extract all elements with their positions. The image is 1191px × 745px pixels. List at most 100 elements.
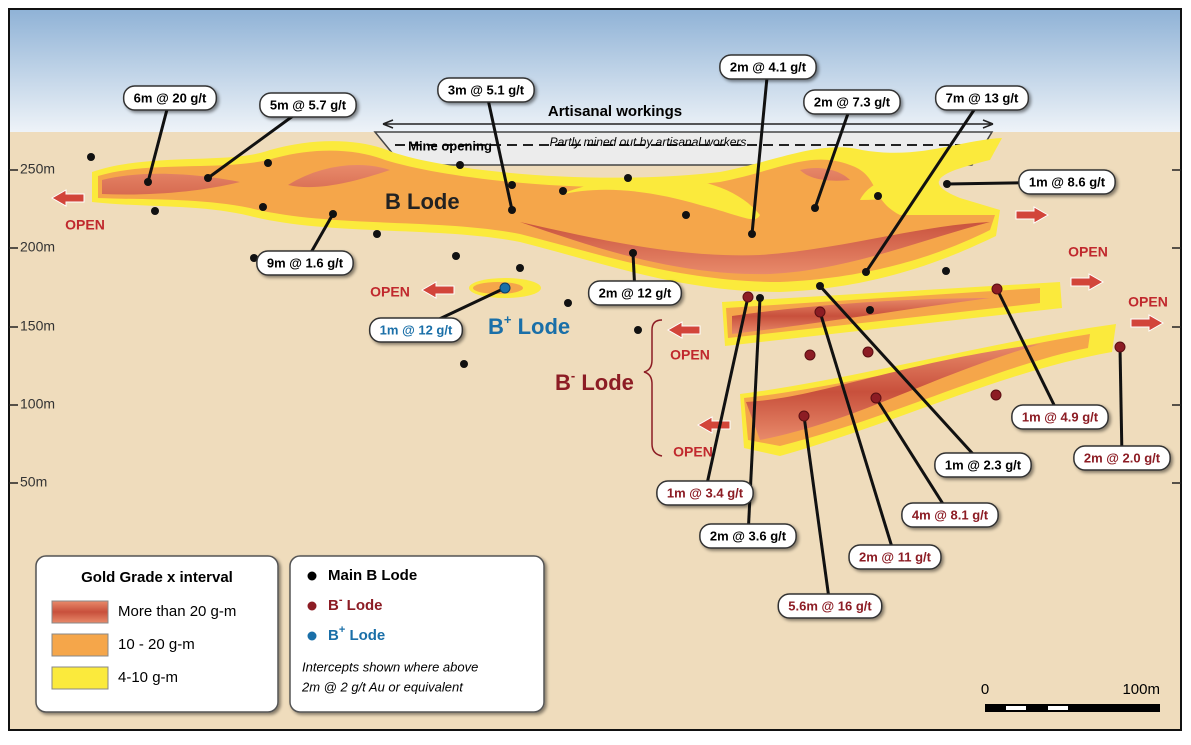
callout: 5m @ 5.7 g/t [260,93,356,117]
legend-swatch [52,601,108,623]
legend-swatch [52,634,108,656]
intercept-dot [682,211,690,219]
callout-label: 6m @ 20 g/t [134,90,207,105]
intercept-dot [373,230,381,238]
intercept-dot [564,299,572,307]
intercept-dot [264,159,272,167]
callout: 2m @ 4.1 g/t [720,55,816,79]
page: { "depth_labels": ["250m", "200m", "150m… [0,0,1191,745]
intercept-dot [500,283,510,293]
callout-label: 2m @ 7.3 g/t [814,94,891,109]
callout: 2m @ 12 g/t [589,281,682,305]
intercept-dot [874,192,882,200]
scale-label: 0 [981,681,989,698]
callout-label: 2m @ 4.1 g/t [730,59,807,74]
callout: 1m @ 4.9 g/t [1012,405,1108,429]
text-part: B [328,627,339,644]
intercept-dot [456,161,464,169]
annotation: Mine opening [408,138,492,153]
open-label: OPEN [673,444,713,460]
text-part: B [488,314,504,339]
legend-swatch [52,667,108,689]
callout-label: 2m @ 12 g/t [599,285,672,300]
section: Artisanal workings Mine opening Partly m… [0,0,1191,740]
legend-label: 10 - 20 g-m [118,636,195,653]
open-label: OPEN [1128,294,1168,310]
callout: 1m @ 12 g/t [370,318,463,342]
callout: 7m @ 13 g/t [936,86,1029,110]
callout-label: 1m @ 12 g/t [380,322,453,337]
intercept-dot [629,249,637,257]
annotation: Artisanal workings [548,103,682,120]
callout-label: 2m @ 2.0 g/t [1084,450,1161,465]
depth-label: 150m [20,318,55,334]
intercept-dot [743,292,753,302]
intercept-dot [943,180,951,188]
intercept-dot [748,230,756,238]
callout-label: 1m @ 8.6 g/t [1029,174,1106,189]
legend-label: B+ Lode [328,624,385,644]
text-part: Lode [343,597,383,614]
callout: 2m @ 11 g/t [849,545,941,569]
scale-bar [1006,706,1026,710]
intercept-dot [862,268,870,276]
callout-label: 7m @ 13 g/t [946,90,1019,105]
callout: 3m @ 5.1 g/t [438,78,534,102]
text-part: Main B Lode [328,567,417,584]
open-label: OPEN [65,217,105,233]
intercept-dot [460,360,468,368]
annotation: Partly mined out by artisanal workers [550,135,747,149]
intercept-dot [811,204,819,212]
intercept-dot [991,390,1001,400]
lode-label: B+ Lode [488,312,570,339]
depth-label: 200m [20,239,55,255]
open-label: OPEN [370,284,410,300]
intercept-dot [204,174,212,182]
pointer [1120,347,1122,458]
depth-label: 50m [20,474,47,490]
legend-label: B- Lode [328,594,383,614]
intercept-dot [992,284,1002,294]
intercept-dot [508,206,516,214]
intercept-dot [144,178,152,186]
open-label: OPEN [1068,244,1108,260]
legend-title: Gold Grade x interval [81,569,233,586]
callout-label: 9m @ 1.6 g/t [267,255,344,270]
legend-label: More than 20 g-m [118,603,236,620]
callout: 9m @ 1.6 g/t [257,251,353,275]
intercept-dot [871,393,881,403]
intercept-dot [866,306,874,314]
callout-label: 2m @ 11 g/t [859,549,932,564]
legend-dot [308,632,317,641]
intercept-dot [634,326,642,334]
legend-label: Main B Lode [328,567,417,584]
text-part: B [555,370,571,395]
intercept-dot [508,181,516,189]
callout-label: 2m @ 3.6 g/t [710,528,787,543]
intercept-dot [516,264,524,272]
intercept-dot [816,282,824,290]
text-part: B [328,597,339,614]
intercept-dot [942,267,950,275]
intercept-dot [259,203,267,211]
intercept-dot [815,307,825,317]
intercept-dot [87,153,95,161]
legend-label: 4-10 g-m [118,669,178,686]
intercept-dot [799,411,809,421]
depth-label: 100m [20,396,55,412]
callout: 2m @ 7.3 g/t [804,90,900,114]
callout: 6m @ 20 g/t [124,86,217,110]
callout: 2m @ 3.6 g/t [700,524,796,548]
intercept-dot [805,350,815,360]
depth-label: 250m [20,161,55,177]
scale-bar [1048,706,1068,710]
text-part: Lode [345,627,385,644]
lode-label: B- Lode [555,368,634,395]
legend-note: 2m @ 2 g/t Au or equivalent [301,679,464,694]
legend-dot [308,572,317,581]
callout-label: 3m @ 5.1 g/t [448,82,525,97]
callout-label: 4m @ 8.1 g/t [912,507,989,522]
callout: 1m @ 8.6 g/t [1019,170,1115,194]
open-label: OPEN [670,347,710,363]
callout-label: 1m @ 4.9 g/t [1022,409,1099,424]
